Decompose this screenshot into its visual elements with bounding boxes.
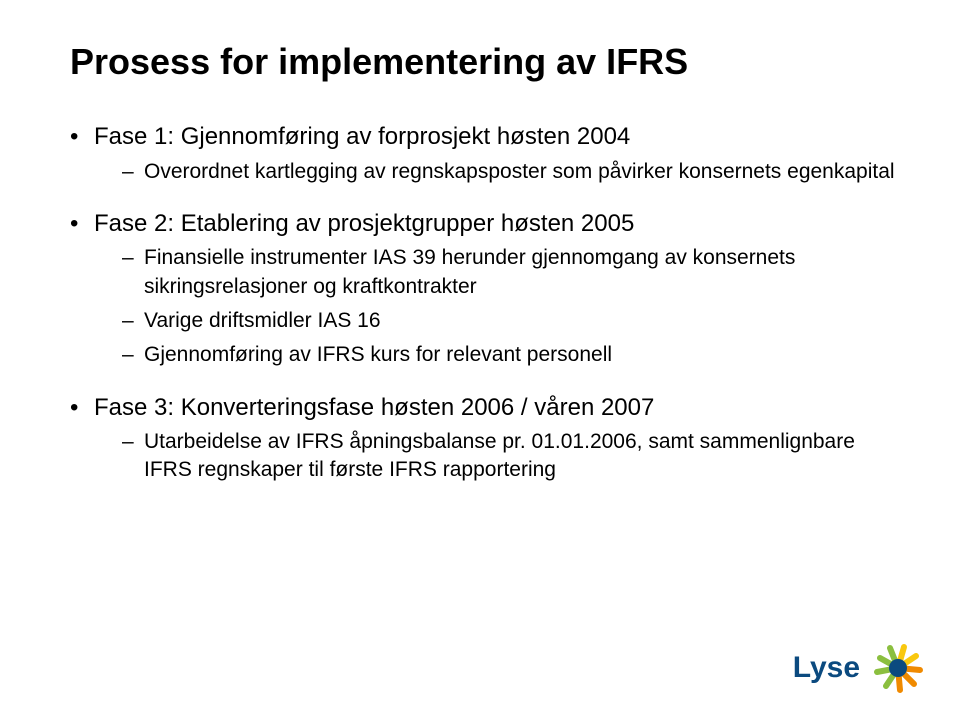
list-item: Overordnet kartlegging av regnskapsposte… — [122, 158, 900, 186]
list-item: Finansielle instrumenter IAS 39 herunder… — [122, 244, 900, 301]
bullet-text: Fase 2: Etablering av prosjektgrupper hø… — [94, 210, 634, 237]
list-item: Fase 1: Gjennomføring av forprosjekt høs… — [70, 121, 900, 186]
sub-list: Utarbeidelse av IFRS åpningsbalanse pr. … — [122, 428, 900, 485]
list-item: Fase 2: Etablering av prosjektgrupper hø… — [70, 208, 900, 370]
logo-icon — [870, 640, 926, 696]
logo: Lyse — [793, 640, 926, 696]
bullet-text: Fase 3: Konverteringsfase høsten 2006 / … — [94, 394, 654, 421]
list-item: Utarbeidelse av IFRS åpningsbalanse pr. … — [122, 428, 900, 485]
list-item: Fase 3: Konverteringsfase høsten 2006 / … — [70, 392, 900, 485]
sub-list: Finansielle instrumenter IAS 39 herunder… — [122, 244, 900, 369]
list-item: Gjennomføring av IFRS kurs for relevant … — [122, 341, 900, 369]
list-item: Varige driftsmidler IAS 16 — [122, 307, 900, 335]
sub-list: Overordnet kartlegging av regnskapsposte… — [122, 158, 900, 186]
slide: Prosess for implementering av IFRS Fase … — [0, 0, 960, 722]
page-title: Prosess for implementering av IFRS — [70, 40, 900, 83]
logo-text: Lyse — [793, 651, 860, 685]
bullet-text: Fase 1: Gjennomføring av forprosjekt høs… — [94, 123, 630, 150]
bullet-list: Fase 1: Gjennomføring av forprosjekt høs… — [70, 121, 900, 485]
